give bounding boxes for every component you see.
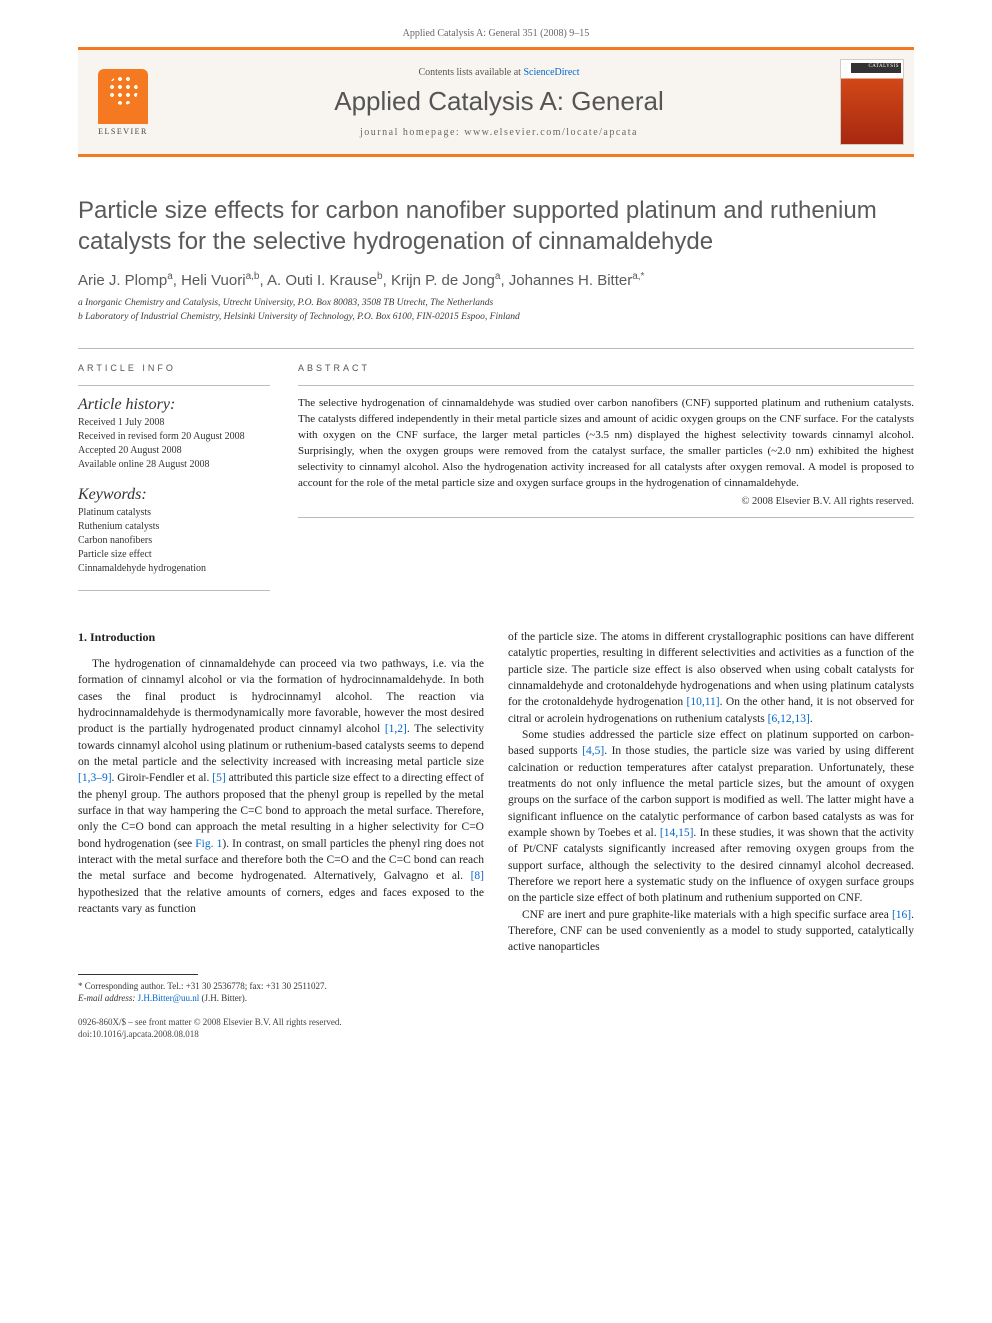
article-main: Particle size effects for carbon nanofib… (78, 157, 914, 956)
journal-homepage: journal homepage: www.elsevier.com/locat… (158, 127, 840, 138)
email-name: (J.H. Bitter). (201, 993, 247, 1003)
keyword-3: Carbon nanofibers (78, 534, 270, 548)
keyword-5: Cinnamaldehyde hydrogenation (78, 562, 270, 576)
section-1-heading: 1. Introduction (78, 629, 484, 646)
history-accepted: Accepted 20 August 2008 (78, 444, 270, 458)
publisher-name: ELSEVIER (98, 127, 148, 136)
corresponding-author: * Corresponding author. Tel.: +31 30 253… (78, 980, 914, 992)
history-received: Received 1 July 2008 (78, 416, 270, 430)
abstract-text: The selective hydrogenation of cinnamald… (298, 386, 914, 492)
article-info-column: ARTICLE INFO Article history: Received 1… (78, 363, 270, 591)
author-list: Arie J. Plompa, Heli Vuoria,b, A. Outi I… (78, 271, 914, 289)
keywords-label: Keywords: (78, 486, 270, 504)
history-label: Article history: (78, 396, 270, 414)
journal-banner: ELSEVIER Contents lists available at Sci… (78, 47, 914, 157)
intro-paragraph-2: Some studies addressed the particle size… (508, 727, 914, 907)
citation-text: Applied Catalysis A: General 351 (2008) … (403, 28, 590, 39)
journal-title: Applied Catalysis A: General (158, 86, 840, 117)
keywords-block: Platinum catalysts Ruthenium catalysts C… (78, 506, 270, 576)
abstract-heading: ABSTRACT (298, 363, 914, 373)
elsevier-logo: ELSEVIER (88, 62, 158, 142)
abstract-column: ABSTRACT The selective hydrogenation of … (298, 363, 914, 591)
history-revised: Received in revised form 20 August 2008 (78, 430, 270, 444)
homepage-prefix: journal homepage: (360, 127, 464, 138)
intro-paragraph-3: CNF are inert and pure graphite-like mat… (508, 907, 914, 956)
history-online: Available online 28 August 2008 (78, 458, 270, 472)
intro-paragraph-1-cont: of the particle size. The atoms in diffe… (508, 629, 914, 727)
intro-paragraph-1: The hydrogenation of cinnamaldehyde can … (78, 656, 484, 917)
history-block: Received 1 July 2008 Received in revised… (78, 416, 270, 472)
body-two-column: 1. Introduction The hydrogenation of cin… (78, 629, 914, 956)
banner-center: Contents lists available at ScienceDirec… (158, 67, 840, 138)
page-footer: * Corresponding author. Tel.: +31 30 253… (78, 974, 914, 1041)
info-abstract-row: ARTICLE INFO Article history: Received 1… (78, 349, 914, 591)
affiliation-b: b Laboratory of Industrial Chemistry, He… (78, 311, 914, 324)
body-column-left: 1. Introduction The hydrogenation of cin… (78, 629, 484, 956)
homepage-url: www.elsevier.com/locate/apcata (464, 127, 638, 138)
keyword-4: Particle size effect (78, 548, 270, 562)
sciencedirect-link[interactable]: ScienceDirect (523, 67, 579, 78)
keyword-2: Ruthenium catalysts (78, 520, 270, 534)
journal-cover-thumb (840, 59, 904, 145)
info-divider-bottom (78, 590, 270, 591)
contents-prefix: Contents lists available at (418, 67, 523, 78)
footer-rule (78, 974, 198, 975)
abstract-copyright: © 2008 Elsevier B.V. All rights reserved… (298, 496, 914, 507)
affiliations: a Inorganic Chemistry and Catalysis, Utr… (78, 297, 914, 324)
contents-available: Contents lists available at ScienceDirec… (158, 67, 840, 78)
issn-line: 0926-860X/$ – see front matter © 2008 El… (78, 1016, 914, 1028)
email-link[interactable]: J.H.Bitter@uu.nl (138, 993, 200, 1003)
article-title: Particle size effects for carbon nanofib… (78, 195, 914, 257)
running-header: Applied Catalysis A: General 351 (2008) … (0, 0, 992, 47)
corresponding-email-line: E-mail address: J.H.Bitter@uu.nl (J.H. B… (78, 992, 914, 1004)
keyword-1: Platinum catalysts (78, 506, 270, 520)
body-column-right: of the particle size. The atoms in diffe… (508, 629, 914, 956)
elsevier-tree-icon (98, 69, 148, 124)
abstract-divider-bottom (298, 517, 914, 518)
article-info-heading: ARTICLE INFO (78, 363, 270, 373)
email-label: E-mail address: (78, 993, 135, 1003)
affiliation-a: a Inorganic Chemistry and Catalysis, Utr… (78, 297, 914, 310)
doi-line: doi:10.1016/j.apcata.2008.08.018 (78, 1028, 914, 1040)
